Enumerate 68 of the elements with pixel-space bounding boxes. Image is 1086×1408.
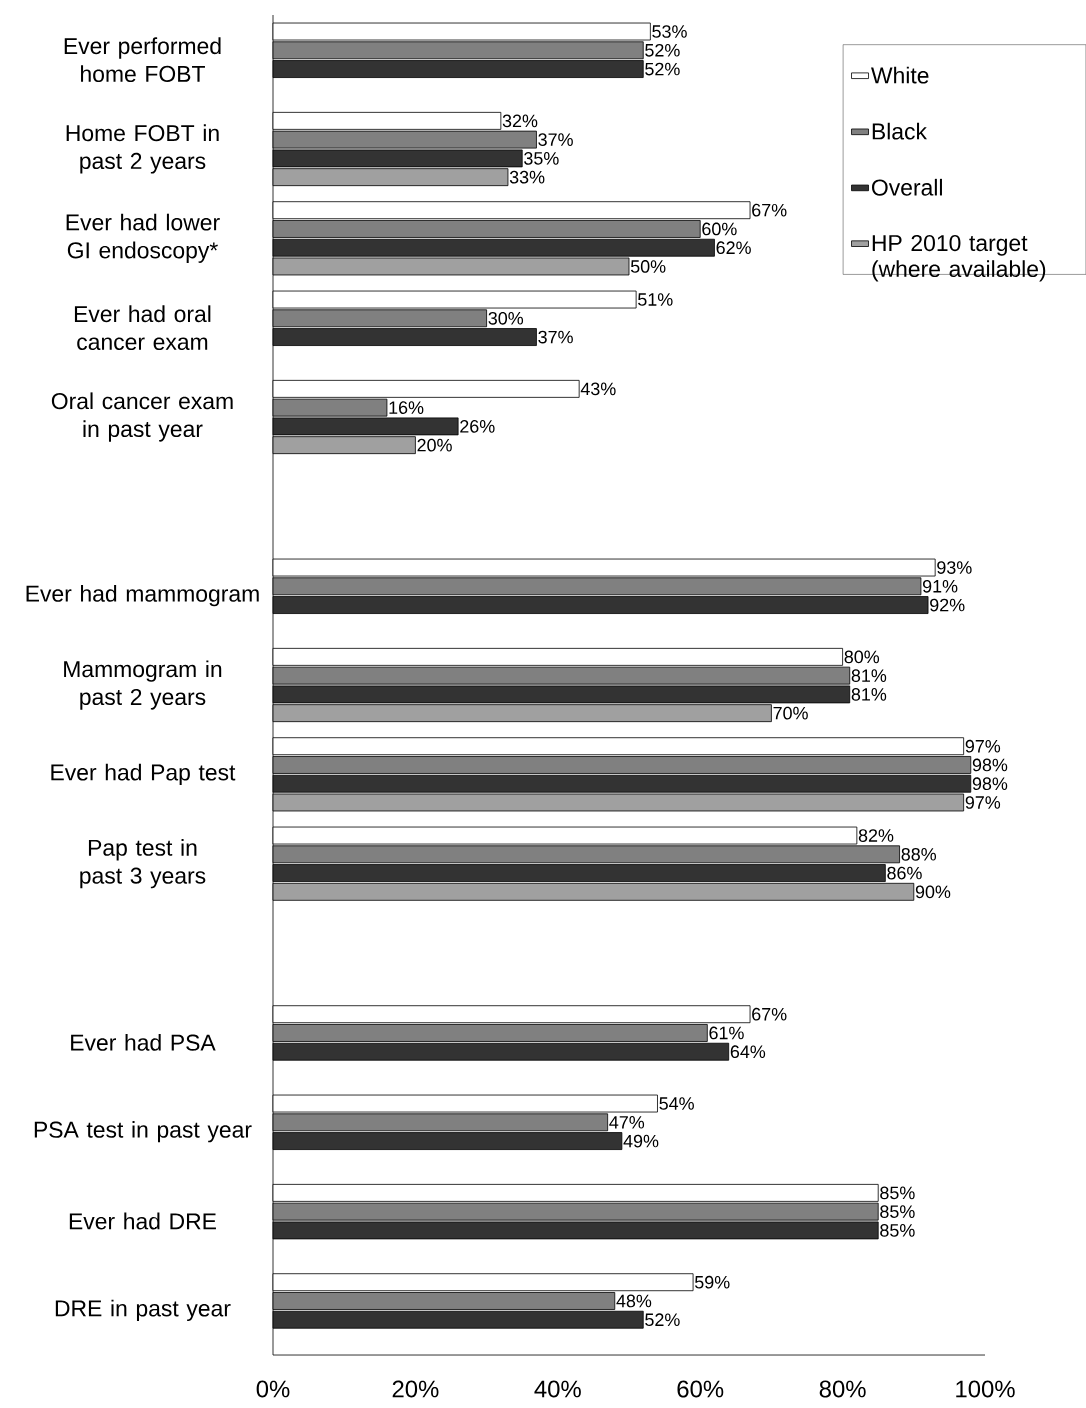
y-tick-label: Pap test in past 3 years — [80, 839, 206, 889]
data-label: 52% — [645, 43, 680, 57]
data-label: 67% — [752, 203, 787, 217]
y-tick-label: Ever had oral cancer exam — [74, 305, 211, 351]
y-tick-label: Ever had PSA — [71, 1033, 216, 1051]
y-tick-label: Ever had Pap test — [51, 763, 236, 786]
data-label: 98% — [972, 777, 1008, 791]
data-label: 49% — [623, 1134, 659, 1148]
data-label: 93% — [937, 561, 972, 574]
y-tick-label: Mammogram in past 2 years — [64, 660, 222, 710]
data-label: 30% — [488, 311, 524, 325]
data-label: 88% — [901, 847, 937, 861]
data-label: 91% — [922, 579, 958, 593]
y-tick-label: Ever had lower GI endoscopy* — [66, 213, 220, 263]
legend-label: Black — [872, 122, 927, 140]
data-label: 67% — [752, 1007, 787, 1021]
data-label: 60% — [702, 222, 737, 236]
data-label: 52% — [645, 62, 680, 76]
legend-label: White — [871, 66, 929, 84]
data-label: 26% — [460, 420, 495, 433]
y-tick-label: DRE in past year — [55, 1299, 231, 1322]
data-label: 70% — [773, 706, 808, 720]
data-label: 48% — [616, 1294, 652, 1308]
data-label: 92% — [930, 598, 965, 612]
data-label: 98% — [972, 758, 1008, 772]
data-label: 50% — [630, 260, 666, 273]
data-label: 53% — [652, 25, 687, 38]
data-label: 20% — [417, 438, 452, 452]
x-tick-label: 0% — [256, 1380, 290, 1398]
data-label: 85% — [880, 1205, 915, 1218]
y-tick-label: Ever performed home FOBT — [64, 37, 221, 83]
data-label: 51% — [638, 293, 673, 306]
data-label: 52% — [645, 1313, 680, 1327]
data-label: 16% — [389, 401, 424, 414]
data-label: 33% — [509, 170, 545, 184]
data-label: 81% — [851, 669, 887, 682]
data-label: 35% — [524, 152, 559, 165]
data-label: 90% — [915, 885, 951, 899]
data-label: 85% — [880, 1186, 915, 1200]
x-tick-label: 40% — [534, 1380, 581, 1398]
data-label: 86% — [887, 866, 922, 880]
data-label: 59% — [695, 1275, 730, 1289]
data-label: 64% — [730, 1045, 766, 1059]
data-label: 54% — [659, 1097, 694, 1110]
data-label: 47% — [609, 1116, 645, 1129]
y-tick-label: Home FOBT in past 2 years — [66, 124, 219, 174]
data-label: 43% — [580, 382, 616, 396]
data-label: 97% — [965, 796, 1001, 809]
x-tick-label: 100% — [956, 1380, 1015, 1398]
data-label: 37% — [538, 133, 573, 146]
data-label: 81% — [851, 688, 887, 701]
data-label: 61% — [709, 1026, 744, 1040]
data-label: 85% — [880, 1224, 915, 1237]
y-tick-label: Ever had DRE — [69, 1212, 216, 1230]
x-tick-label: 80% — [819, 1380, 866, 1398]
y-tick-label: Ever had mammogram — [26, 584, 259, 607]
y-tick-label: Oral cancer exam in past year — [51, 392, 233, 442]
data-label: 97% — [965, 739, 1001, 753]
data-label: 80% — [844, 650, 880, 664]
x-tick-label: 60% — [677, 1380, 724, 1398]
legend-label: HP 2010 target (where available) — [872, 234, 1046, 282]
data-label: 32% — [502, 114, 538, 128]
legend-label: Overall — [872, 178, 942, 196]
data-label: 82% — [858, 829, 894, 842]
y-tick-label: PSA test in past year — [34, 1121, 252, 1143]
data-label: 37% — [538, 330, 573, 344]
x-tick-label: 20% — [392, 1380, 439, 1398]
data-label: 62% — [716, 241, 751, 255]
